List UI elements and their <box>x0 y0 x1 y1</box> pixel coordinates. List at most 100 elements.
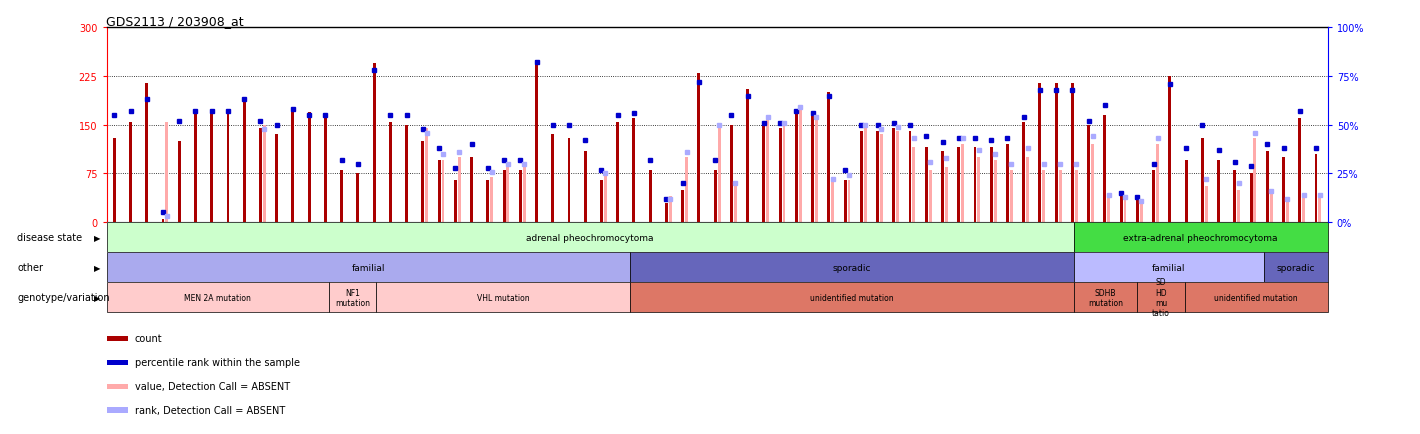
Bar <box>275 135 278 223</box>
Text: SDHB
mutation: SDHB mutation <box>1088 288 1123 307</box>
Bar <box>308 112 311 223</box>
Bar <box>437 161 440 223</box>
Bar <box>1027 158 1029 223</box>
Bar <box>799 109 802 223</box>
Bar <box>356 174 359 223</box>
Bar <box>815 119 818 223</box>
Bar <box>909 132 912 223</box>
Bar <box>1234 171 1237 223</box>
Bar <box>714 171 717 223</box>
Bar <box>243 103 246 223</box>
Bar <box>1074 283 1137 312</box>
Text: sporadic: sporadic <box>1277 263 1315 272</box>
Bar <box>535 61 538 223</box>
Bar <box>523 168 525 223</box>
Bar <box>1184 161 1187 223</box>
Bar <box>166 122 169 223</box>
Bar <box>263 125 266 223</box>
Text: SD
HD
mu
tatio: SD HD mu tatio <box>1152 277 1170 318</box>
Bar <box>1250 174 1252 223</box>
Bar <box>778 129 781 223</box>
Bar <box>1264 253 1328 283</box>
Bar <box>1318 197 1322 223</box>
Bar <box>341 171 344 223</box>
Bar <box>1282 158 1285 223</box>
Bar <box>1071 83 1074 223</box>
Bar <box>324 116 327 223</box>
Bar <box>389 122 392 223</box>
Bar <box>616 122 619 223</box>
Bar <box>425 129 429 223</box>
Bar <box>601 181 604 223</box>
Bar <box>1184 283 1328 312</box>
Text: rank, Detection Call = ABSENT: rank, Detection Call = ABSENT <box>135 405 285 415</box>
Bar <box>1201 138 1204 223</box>
Bar <box>454 181 457 223</box>
Text: count: count <box>135 334 162 343</box>
Text: MEN 2A mutation: MEN 2A mutation <box>185 293 251 302</box>
Bar <box>568 138 571 223</box>
Bar <box>1269 194 1272 223</box>
Bar <box>178 141 180 223</box>
Bar <box>649 171 652 223</box>
Bar <box>1074 223 1328 253</box>
Bar <box>1302 197 1305 223</box>
Text: familial: familial <box>352 263 385 272</box>
Bar <box>210 112 213 223</box>
Bar <box>486 181 490 223</box>
Bar <box>1254 138 1257 223</box>
Bar <box>682 190 684 223</box>
Bar <box>584 151 586 223</box>
Bar <box>957 148 960 223</box>
Bar <box>1140 203 1143 223</box>
Bar <box>1152 171 1154 223</box>
Bar <box>632 119 635 223</box>
Bar <box>913 148 916 223</box>
Bar <box>1108 197 1110 223</box>
Bar <box>490 178 493 223</box>
Bar <box>162 220 165 223</box>
Text: unidentified mutation: unidentified mutation <box>1214 293 1298 302</box>
Bar <box>1204 187 1207 223</box>
Text: value, Detection Call = ABSENT: value, Detection Call = ABSENT <box>135 381 290 391</box>
Bar <box>1169 77 1171 223</box>
Bar <box>730 125 733 223</box>
Bar <box>422 141 425 223</box>
Bar <box>1055 83 1058 223</box>
Text: GDS2113 / 203908_at: GDS2113 / 203908_at <box>106 15 244 28</box>
Text: genotype/variation: genotype/variation <box>17 293 109 302</box>
Bar <box>896 132 899 223</box>
Bar <box>944 168 949 223</box>
Bar <box>372 64 375 223</box>
Bar <box>291 109 294 223</box>
Text: other: other <box>17 263 43 273</box>
Bar <box>929 171 932 223</box>
Bar <box>1010 171 1012 223</box>
Bar <box>518 171 521 223</box>
Bar <box>990 148 993 223</box>
Bar <box>630 283 1074 312</box>
Bar <box>405 125 408 223</box>
Bar <box>828 93 831 223</box>
Bar <box>1103 116 1106 223</box>
Bar <box>376 283 630 312</box>
Bar <box>1287 200 1289 223</box>
Bar <box>145 83 148 223</box>
Text: extra-adrenal pheochromocytoma: extra-adrenal pheochromocytoma <box>1123 233 1278 242</box>
Bar <box>1120 197 1123 223</box>
Bar <box>503 171 506 223</box>
Bar <box>1074 253 1264 283</box>
Bar <box>665 203 667 223</box>
Bar <box>924 148 927 223</box>
Bar <box>697 74 700 223</box>
Bar <box>1298 119 1301 223</box>
Bar <box>470 158 473 223</box>
Text: percentile rank within the sample: percentile rank within the sample <box>135 358 300 367</box>
Bar <box>1137 283 1184 312</box>
Text: ▶: ▶ <box>94 263 101 272</box>
Text: sporadic: sporadic <box>832 263 872 272</box>
Bar <box>1075 171 1078 223</box>
Bar <box>1315 155 1318 223</box>
Bar <box>258 129 261 223</box>
Bar <box>1088 125 1091 223</box>
